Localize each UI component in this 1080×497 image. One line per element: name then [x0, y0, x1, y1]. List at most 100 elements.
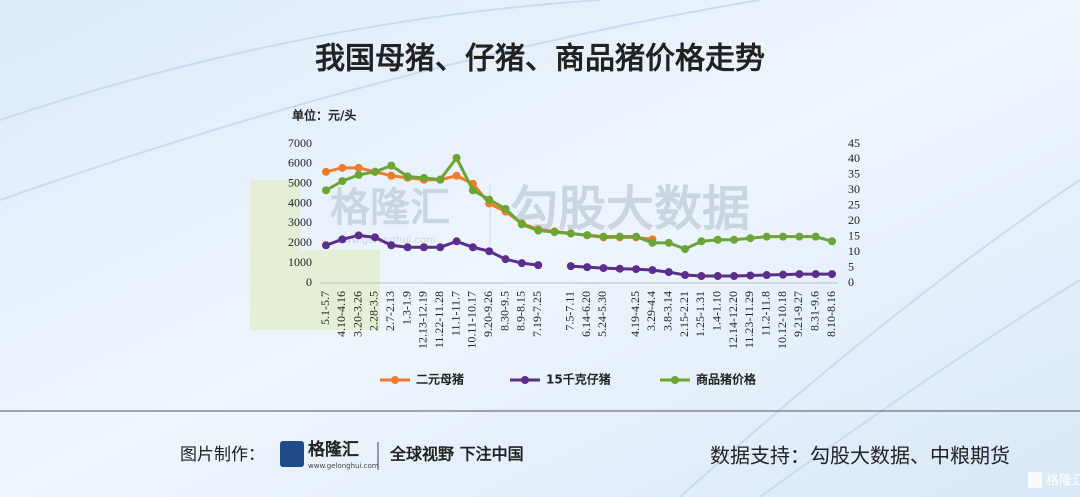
- x-tick-label: 3.20-3.26: [350, 291, 364, 337]
- footer-logo: [280, 441, 304, 467]
- y2-tick-label: 15: [848, 228, 860, 242]
- x-tick-label: 8.31-9.6: [807, 291, 821, 331]
- footer-site: www.gelonghui.com: [308, 462, 379, 470]
- series-marker: [795, 232, 804, 241]
- footer-brand: 格隆汇: [308, 439, 359, 460]
- legend-label: 二元母猪: [416, 372, 464, 387]
- x-tick-label: 10.11-10.17: [465, 291, 479, 349]
- series-marker: [566, 262, 575, 271]
- x-tick-label: 8.9-8.15: [514, 291, 528, 331]
- series-marker: [615, 264, 624, 273]
- series-marker: [387, 161, 396, 170]
- series-marker: [501, 255, 510, 264]
- x-tick-label: 10.12-10.18: [775, 291, 789, 349]
- series-marker: [632, 232, 641, 241]
- series-marker: [762, 271, 771, 280]
- series-marker: [615, 232, 624, 241]
- series-marker: [436, 175, 445, 184]
- series-marker: [338, 235, 347, 244]
- y2-tick-label: 20: [848, 213, 860, 227]
- series-marker: [370, 167, 379, 176]
- legend-label: 商品猪价格: [696, 372, 757, 387]
- y-tick-label: 0: [306, 275, 312, 289]
- series-marker: [730, 272, 739, 281]
- x-tick-label: 8.30-9.5: [497, 291, 511, 331]
- series-marker: [779, 232, 788, 241]
- watermark-site: www.gelonghui.com: [335, 235, 436, 246]
- x-tick-label: 2.15-2.21: [677, 291, 691, 337]
- series-marker: [370, 233, 379, 242]
- series-marker: [338, 177, 347, 186]
- series-marker: [713, 235, 722, 244]
- x-tick-label: 2.7-2.13: [383, 291, 397, 331]
- series-marker: [762, 232, 771, 241]
- series-marker: [648, 266, 657, 275]
- footer-made-by: 图片制作：: [180, 445, 265, 465]
- watermark-brand: 格隆汇: [330, 185, 450, 231]
- corner-brand: 格隆汇: [1046, 473, 1080, 489]
- y-tick-label: 3000: [288, 215, 312, 229]
- y-tick-label: 6000: [288, 156, 312, 170]
- series-marker: [534, 226, 543, 235]
- y-tick-label: 4000: [288, 195, 312, 209]
- corner-logo: [1028, 472, 1042, 488]
- series-marker: [632, 265, 641, 274]
- series-marker: [828, 270, 836, 279]
- x-tick-label: 11.22-11.28: [432, 291, 446, 348]
- x-tick-label: 5.24-5.30: [595, 291, 609, 337]
- x-tick-label: 7.19-7.25: [530, 291, 544, 337]
- series-marker: [452, 153, 461, 162]
- x-tick-label: 3.29-4.4: [644, 291, 658, 331]
- series-marker: [452, 237, 461, 246]
- series-marker: [322, 167, 330, 176]
- series-marker: [338, 163, 347, 172]
- series-marker: [403, 243, 412, 252]
- legend-marker: [391, 376, 399, 384]
- legend-marker: [521, 376, 529, 384]
- y2-tick-label: 40: [848, 151, 860, 165]
- x-tick-label: 12.13-12.19: [416, 291, 430, 349]
- x-tick-label: 5.1-5.7: [318, 291, 332, 325]
- series-marker: [599, 264, 608, 273]
- series-marker: [811, 232, 820, 241]
- unit-label: 单位：元/头: [292, 108, 356, 123]
- series-marker: [681, 245, 690, 254]
- series-marker: [436, 243, 445, 252]
- x-tick-label: 8.10-8.16: [824, 291, 838, 337]
- x-tick-label: 7.5-7.11: [563, 291, 577, 331]
- x-tick-label: 11.2-11.8: [758, 291, 772, 336]
- series-marker: [403, 172, 412, 181]
- y-tick-label: 2000: [288, 235, 312, 249]
- series-marker: [583, 263, 592, 272]
- series-marker: [566, 229, 575, 238]
- series-marker: [354, 163, 363, 172]
- series-marker: [387, 241, 396, 250]
- y-tick-label: 1000: [288, 255, 312, 269]
- series-marker: [485, 247, 494, 256]
- y2-tick-label: 35: [848, 167, 860, 181]
- x-tick-label: 4.10-4.16: [334, 291, 348, 337]
- watermark-partner: 勾股大数据: [510, 181, 750, 237]
- y2-tick-label: 0: [848, 275, 854, 289]
- series-marker: [746, 234, 755, 243]
- series-marker: [322, 241, 330, 250]
- series-marker: [599, 232, 608, 241]
- y2-tick-label: 45: [848, 136, 860, 150]
- series-marker: [713, 272, 722, 281]
- x-tick-label: 6.14-6.20: [579, 291, 593, 337]
- y2-tick-label: 5: [848, 259, 854, 273]
- series-marker: [828, 237, 836, 246]
- y2-tick-label: 25: [848, 198, 860, 212]
- x-tick-label: 9.20-9.26: [481, 291, 495, 337]
- series-marker: [534, 261, 543, 270]
- series-marker: [681, 271, 690, 280]
- series-marker: [779, 270, 788, 279]
- y2-tick-label: 30: [848, 182, 860, 196]
- legend-label: 15千克仔猪: [546, 372, 611, 387]
- series-marker: [485, 195, 494, 204]
- series-marker: [697, 237, 706, 246]
- legend-marker: [671, 376, 679, 384]
